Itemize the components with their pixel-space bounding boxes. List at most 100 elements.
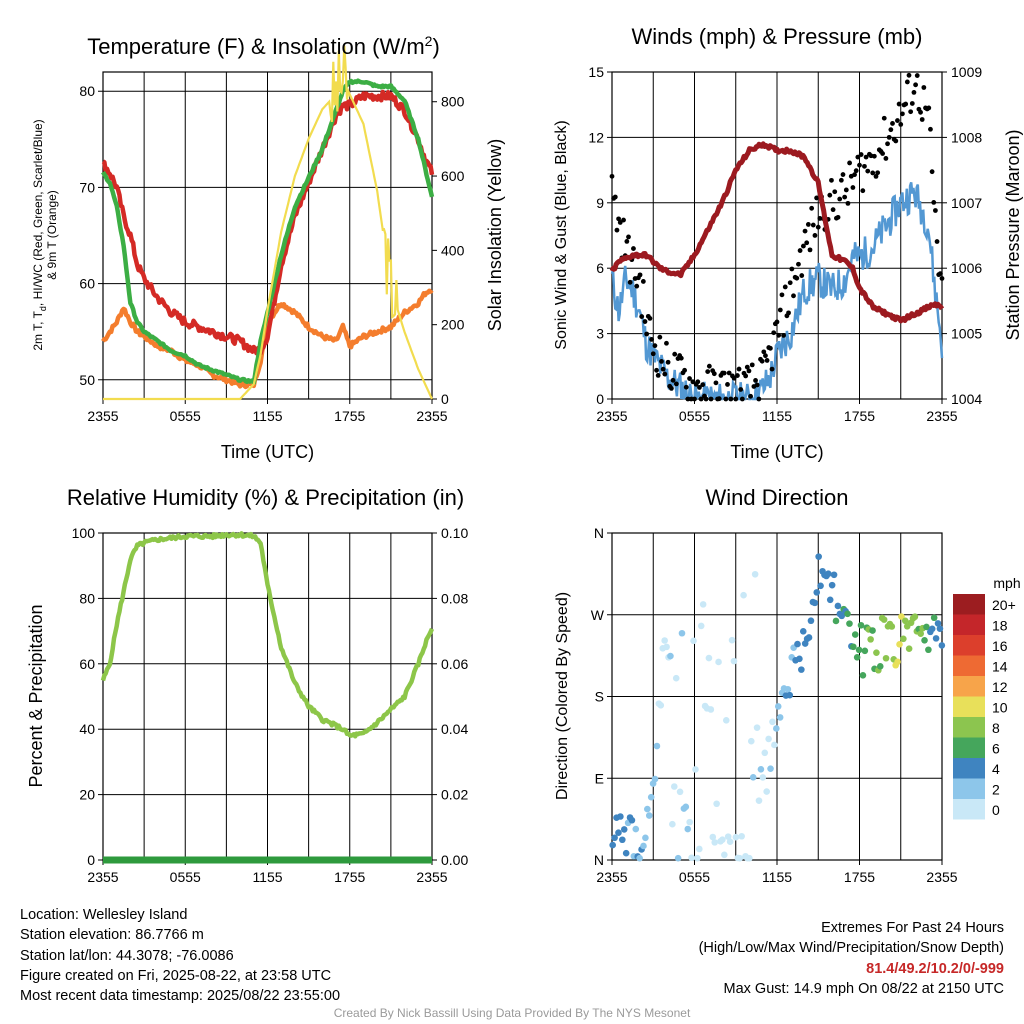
gust-point (716, 396, 722, 402)
direction-point (798, 666, 805, 673)
direction-point (917, 630, 924, 637)
direction-point (934, 620, 942, 627)
figure-created: Figure created on Fri, 2025-08-22, at 23… (20, 967, 332, 984)
direction-point (647, 793, 655, 801)
direction-point (722, 717, 730, 724)
y-axis-label-line2: & 9m T (Orange) (45, 190, 59, 280)
legend-label: 12 (992, 679, 1008, 695)
credit-line: Created By Nick Bassill Using Data Provi… (333, 1006, 691, 1020)
direction-point (711, 839, 719, 846)
y2-tick-label: 0.06 (441, 656, 468, 672)
direction-point (696, 845, 703, 853)
legend-label: 18 (992, 618, 1008, 634)
y-tick-label: 3 (596, 326, 604, 342)
x-axis-label: Time (UTC) (730, 442, 823, 462)
chart-title: Winds (mph) & Pressure (mb) (632, 24, 923, 49)
y2-tick-label: 1007 (951, 195, 982, 211)
y-tick-label: 60 (79, 276, 95, 292)
direction-point (928, 625, 936, 633)
x-axis-label: Time (UTC) (221, 442, 314, 462)
legend-label: 2 (992, 782, 1000, 798)
y2-tick-label: 800 (441, 94, 465, 110)
y2-tick-label: 0.02 (441, 787, 468, 803)
direction-point (896, 641, 903, 648)
y-tick-label: N (594, 525, 604, 541)
direction-point (617, 813, 624, 820)
direction-point (805, 634, 813, 641)
x-tick-label: 0555 (170, 408, 201, 424)
gust-point (768, 345, 773, 351)
direction-point (774, 703, 782, 710)
gust-point (690, 379, 696, 385)
direction-point (932, 635, 940, 642)
direction-point (642, 834, 649, 842)
direction-point (670, 783, 678, 790)
gust-point (756, 396, 762, 402)
gust-point (850, 185, 856, 190)
gust-point (650, 351, 656, 357)
gust-point (807, 247, 813, 253)
direction-point (736, 854, 744, 862)
gust-point (609, 173, 615, 179)
direction-point (705, 654, 713, 662)
gust-point (708, 396, 714, 402)
direction-point (855, 646, 863, 654)
gust-point (829, 177, 834, 183)
legend-swatch (953, 655, 985, 676)
gust-point (929, 169, 935, 175)
gust-point (621, 217, 626, 223)
temp-panel: 2355 0555 1155 1755 235550607080020040060080… (31, 33, 505, 462)
gust-point (799, 273, 805, 278)
gust-point (711, 371, 717, 377)
direction-point (851, 631, 859, 638)
gust-point (863, 154, 869, 160)
direction-point (761, 749, 769, 757)
y-axis-label-text: Percent & Precipitation (26, 604, 46, 787)
y-tick-label: 60 (79, 656, 95, 672)
direction-point (740, 591, 747, 599)
direction-point (811, 599, 819, 607)
chart-title: Wind Direction (705, 485, 848, 510)
gust-point (789, 266, 795, 272)
gust-point (774, 319, 780, 325)
x-tick-label: 1755 (334, 408, 365, 424)
y2-tick-label: 1004 (951, 391, 982, 407)
x-tick-label: 0555 (679, 408, 710, 424)
gust-point (698, 396, 704, 402)
gust-point (678, 355, 684, 361)
y-tick-label: 0 (87, 852, 95, 868)
gust-point (777, 307, 783, 313)
gust-point (900, 111, 905, 117)
gust-point (731, 375, 737, 381)
gust-point (670, 377, 676, 383)
x-tick-label: 2355 (87, 869, 118, 885)
y-tick-label: E (595, 770, 604, 786)
gust-point (688, 396, 694, 402)
direction-point (882, 654, 890, 662)
direction-point (661, 637, 668, 644)
gust-point (837, 196, 843, 202)
gust-point (914, 73, 920, 78)
gust-point (637, 272, 643, 278)
legend-label: 14 (992, 659, 1008, 675)
direction-point (900, 635, 907, 643)
gust-point (683, 384, 689, 390)
direction-point (796, 655, 803, 663)
y-axis-label: 2m T, Td, HI/WC (Red, Green, Scarlet/Blu… (31, 119, 59, 350)
y2-tick-label: 600 (441, 168, 465, 184)
gust-point (744, 364, 750, 370)
gust-point (781, 332, 786, 338)
gust-point (809, 205, 815, 211)
gust-point (706, 363, 712, 369)
direction-point (921, 637, 928, 644)
gust-point (908, 109, 914, 115)
direction-point (690, 637, 697, 645)
direction-point (620, 826, 628, 833)
y2-tick-label: 200 (441, 317, 465, 333)
gust-point (860, 188, 866, 194)
y-axis-label-text: Sonic Wind & Gust (Blue, Black) (553, 120, 570, 349)
wind-panel: 2355 0555 1155 1755 235503691215100410051006… (553, 24, 1023, 462)
direction-point (828, 581, 836, 589)
direction-point (767, 765, 774, 772)
direction-point (867, 636, 874, 643)
